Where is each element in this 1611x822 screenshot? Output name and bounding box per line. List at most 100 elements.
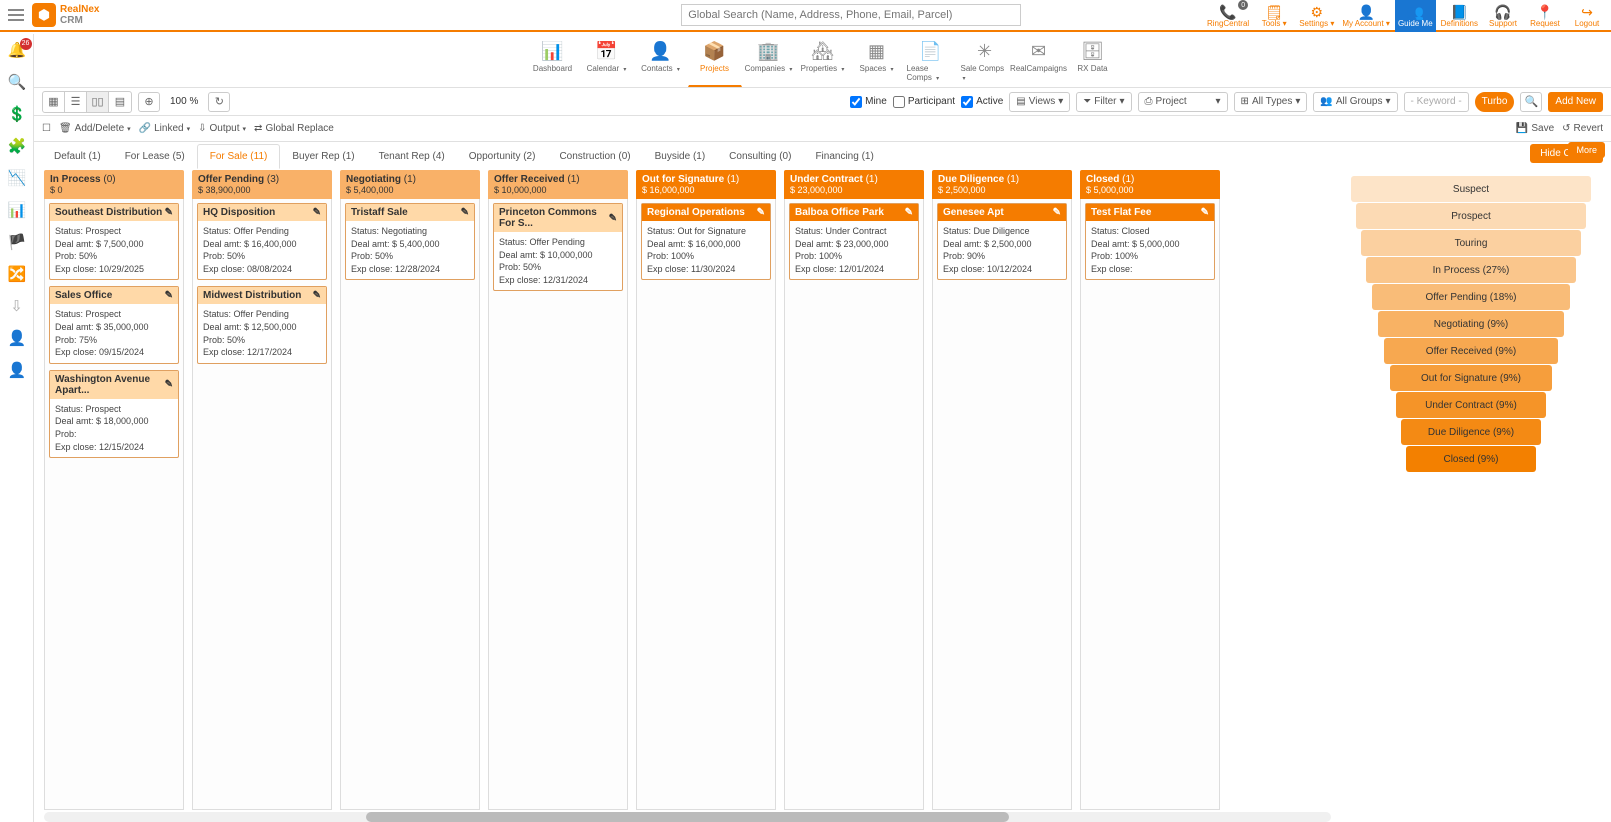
tab-8[interactable]: Consulting (0) [717,145,803,168]
output-dropdown[interactable]: ⇩ Output ▾ [198,123,246,134]
rail-money-icon[interactable]: 💲 [8,106,26,124]
funnel-segment-1[interactable]: Prospect [1356,203,1586,229]
column-header[interactable]: Closed (1)$ 5,000,000 [1080,170,1220,199]
add-delete-dropdown[interactable]: 🗑 Add/Delete ▾ [59,123,131,134]
column-header[interactable]: In Process (0)$ 0 [44,170,184,199]
select-all-check[interactable]: ☐ [42,123,51,134]
funnel-segment-4[interactable]: Offer Pending (18%) [1372,284,1570,310]
nav-leasecomps[interactable]: 📄Lease Comps ▾ [904,36,958,87]
top-action-logout[interactable]: ↪Logout [1567,0,1607,32]
column-header[interactable]: Due Diligence (1)$ 2,500,000 [932,170,1072,199]
kanban-view-icon[interactable]: ▯▯ [87,92,109,112]
participant-check[interactable]: Participant [893,96,955,108]
funnel-segment-7[interactable]: Out for Signature (9%) [1390,365,1552,391]
top-action-definitions[interactable]: 📘Definitions [1438,0,1481,32]
column-header[interactable]: Out for Signature (1)$ 16,000,000 [636,170,776,199]
card[interactable]: Balboa Office Park ✎ Status: Under Contr… [789,203,919,280]
settings-icon[interactable]: ⊕ [138,92,160,112]
funnel-segment-6[interactable]: Offer Received (9%) [1384,338,1558,364]
tab-5[interactable]: Opportunity (2) [457,145,548,168]
edit-icon[interactable]: ✎ [609,213,617,224]
linked-dropdown[interactable]: 🔗 Linked ▾ [139,123,190,134]
nav-properties[interactable]: 🏘Properties ▾ [796,36,850,87]
edit-icon[interactable]: ✎ [165,290,173,301]
grid-view-icon[interactable]: ▦ [43,92,65,112]
tab-2[interactable]: For Sale (11) [197,144,281,169]
top-action-guideme[interactable]: 👥Guide Me [1395,0,1436,32]
search-icon[interactable]: 🔍 [1520,92,1542,112]
card[interactable]: Tristaff Sale ✎ Status: Negotiating Deal… [345,203,475,280]
column-header[interactable]: Offer Pending (3)$ 38,900,000 [192,170,332,199]
nav-spaces[interactable]: ▦Spaces ▾ [850,36,904,87]
tab-3[interactable]: Buyer Rep (1) [280,145,366,168]
funnel-segment-3[interactable]: In Process (27%) [1366,257,1576,283]
rail-alerts-icon[interactable]: 🔔26 [8,42,26,60]
card[interactable]: Southeast Distribution ✎ Status: Prospec… [49,203,179,280]
top-action-ringcentral[interactable]: 📞RingCentral0 [1204,0,1252,32]
top-action-tools[interactable]: 🗒Tools ▾ [1254,0,1294,32]
funnel-segment-0[interactable]: Suspect [1351,176,1591,202]
top-action-request[interactable]: 📍Request [1525,0,1565,32]
edit-icon[interactable]: ✎ [1053,207,1061,218]
active-check[interactable]: Active [961,96,1003,108]
card[interactable]: Washington Avenue Apart... ✎ Status: Pro… [49,370,179,458]
allgroups-dropdown[interactable]: 👥 All Groups ▾ [1313,92,1397,112]
views-dropdown[interactable]: ▤ Views ▾ [1009,92,1070,112]
global-search-input[interactable] [681,4,1021,26]
rail-org-icon[interactable]: 🧩 [8,138,26,156]
nav-realcampaigns[interactable]: ✉RealCampaigns [1012,36,1066,87]
global-replace[interactable]: ⇄ Global Replace [254,123,334,134]
menu-icon[interactable] [8,7,24,23]
rail-person-icon[interactable]: 👤 [8,330,26,348]
rail-bars-icon[interactable]: 📊 [8,202,26,220]
top-action-settings[interactable]: ⚙Settings ▾ [1296,0,1337,32]
tab-6[interactable]: Construction (0) [547,145,642,168]
card[interactable]: Genesee Apt ✎ Status: Due Diligence Deal… [937,203,1067,280]
tab-9[interactable]: Financing (1) [803,145,885,168]
list-view-icon[interactable]: ☰ [65,92,87,112]
rail-stats-icon[interactable]: 📉 [8,170,26,188]
funnel-segment-9[interactable]: Due Diligence (9%) [1401,419,1541,445]
rail-flag-icon[interactable]: 🏴 [8,234,26,252]
edit-icon[interactable]: ✎ [165,207,173,218]
nav-companies[interactable]: 🏢Companies ▾ [742,36,796,87]
rail-download-icon[interactable]: ⇩ [8,298,26,316]
horizontal-scrollbar[interactable] [44,812,1331,822]
funnel-segment-10[interactable]: Closed (9%) [1406,446,1536,472]
mine-check[interactable]: Mine [850,96,887,108]
funnel-segment-5[interactable]: Negotiating (9%) [1378,311,1564,337]
nav-dashboard[interactable]: 📊Dashboard [526,36,580,87]
funnel-segment-8[interactable]: Under Contract (9%) [1396,392,1546,418]
rail-user-icon[interactable]: 👤 [8,362,26,380]
card[interactable]: Princeton Commons For S... ✎ Status: Off… [493,203,623,291]
tab-4[interactable]: Tenant Rep (4) [367,145,457,168]
edit-icon[interactable]: ✎ [461,207,469,218]
alltypes-dropdown[interactable]: ⊞ All Types ▾ [1234,92,1308,112]
nav-rxdata[interactable]: 🗄RX Data [1066,36,1120,87]
filter-dropdown[interactable]: ⏷ Filter ▾ [1076,92,1131,112]
card[interactable]: Test Flat Fee ✎ Status: Closed Deal amt:… [1085,203,1215,280]
card[interactable]: Sales Office ✎ Status: Prospect Deal amt… [49,286,179,363]
turbo-button[interactable]: Turbo [1475,92,1515,112]
edit-icon[interactable]: ✎ [165,379,173,390]
save-button[interactable]: 💾 Save [1516,123,1554,134]
rail-shuffle-icon[interactable]: 🔀 [8,266,26,284]
tab-0[interactable]: Default (1) [42,145,113,168]
top-action-myaccount[interactable]: 👤My Account ▾ [1339,0,1393,32]
card[interactable]: Midwest Distribution ✎ Status: Offer Pen… [197,286,327,363]
column-header[interactable]: Under Contract (1)$ 23,000,000 [784,170,924,199]
revert-button[interactable]: ↺ Revert [1562,123,1603,134]
column-header[interactable]: Negotiating (1)$ 5,400,000 [340,170,480,199]
project-dropdown[interactable]: ⎙ Project ▾ [1138,92,1228,112]
edit-icon[interactable]: ✎ [905,207,913,218]
edit-icon[interactable]: ✎ [313,207,321,218]
rail-search-icon[interactable]: 🔍 [8,74,26,92]
edit-icon[interactable]: ✎ [313,290,321,301]
nav-contacts[interactable]: 👤Contacts ▾ [634,36,688,87]
nav-salecomps[interactable]: ✳Sale Comps ▾ [958,36,1012,87]
edit-icon[interactable]: ✎ [757,207,765,218]
card[interactable]: Regional Operations ✎ Status: Out for Si… [641,203,771,280]
tab-1[interactable]: For Lease (5) [113,145,197,168]
add-new-button[interactable]: Add New [1548,92,1603,112]
refresh-icon[interactable]: ↻ [208,92,230,112]
